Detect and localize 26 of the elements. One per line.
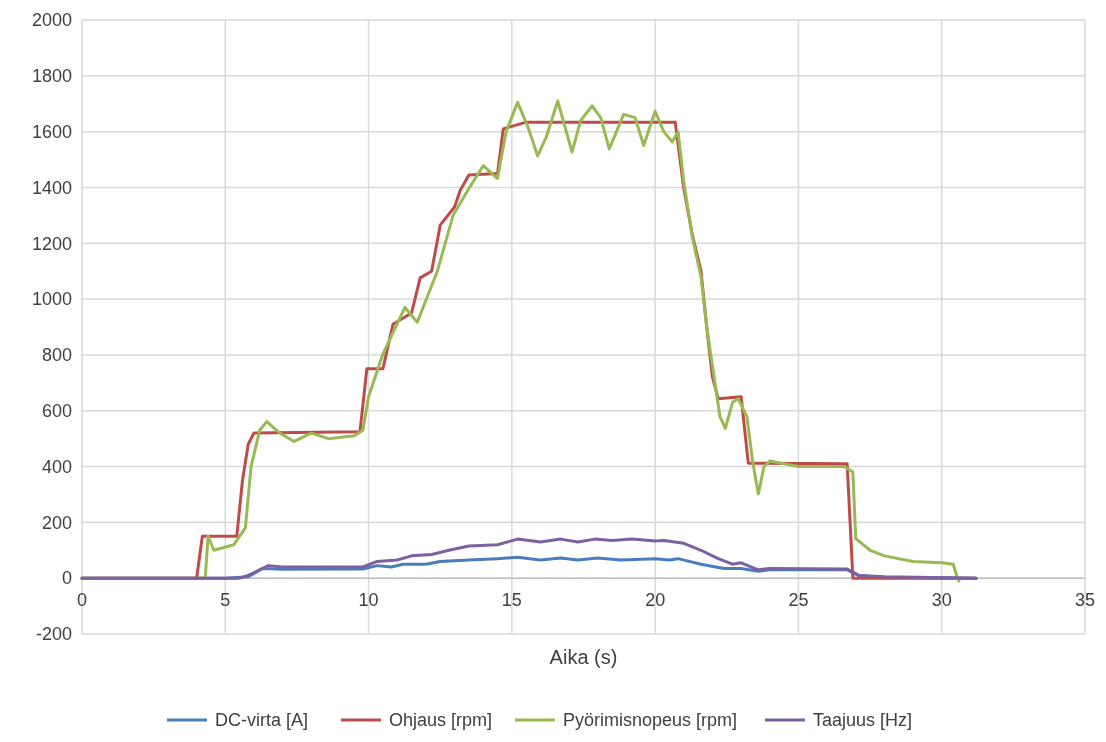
x-tick-label: 30	[931, 590, 952, 611]
y-tick-label: 2000	[31, 10, 72, 31]
y-tick-label: 1800	[31, 66, 72, 87]
y-tick-label: 200	[41, 512, 72, 533]
y-tick-label: 600	[41, 401, 72, 422]
x-tick-label: 5	[220, 590, 231, 611]
y-tick-label: -200	[35, 624, 72, 645]
x-tick-label: 0	[76, 590, 88, 611]
x-axis-title: Aika (s)	[549, 646, 618, 668]
y-tick-label: 1600	[31, 121, 72, 142]
x-tick-label: 35	[1074, 590, 1096, 611]
legend-label: Pyörimisnopeus [rpm]	[563, 710, 738, 731]
legend-label: Ohjaus [rpm]	[389, 710, 493, 731]
y-tick-label: 400	[41, 456, 72, 477]
x-tick-label: 20	[645, 590, 666, 611]
x-tick-label: 10	[358, 590, 379, 611]
y-tick-label: 1400	[31, 177, 72, 198]
y-tick-label: 0	[61, 568, 72, 589]
x-tick-label: 15	[501, 590, 522, 611]
y-tick-label: 1000	[31, 289, 72, 310]
line-series	[80, 537, 978, 580]
legend-label: Taajuus [Hz]	[813, 710, 913, 731]
y-tick-label: 1200	[31, 233, 72, 254]
legend-label: DC-virta [A]	[215, 710, 309, 731]
x-tick-label: 25	[788, 590, 809, 611]
y-tick-label: 800	[41, 345, 72, 366]
